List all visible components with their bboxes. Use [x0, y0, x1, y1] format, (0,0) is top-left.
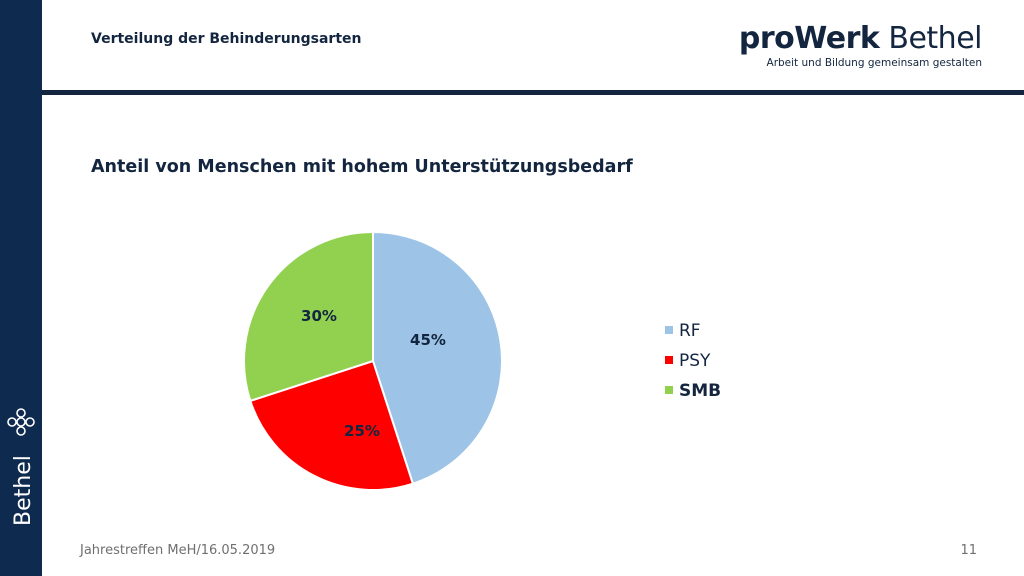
legend-label-smb: SMB	[679, 381, 721, 401]
page-number: 11	[960, 543, 977, 558]
legend-label-psy: PSY	[679, 351, 711, 371]
chart-title: Anteil von Menschen mit hohem Unterstütz…	[91, 157, 633, 177]
pie-slice-rf	[372, 230, 503, 485]
bethel-vertical-text: Bethel	[11, 455, 36, 526]
slide-header-title: Verteilung der Behinderungsarten	[91, 31, 362, 47]
legend-label-rf: RF	[679, 321, 701, 341]
legend-swatch-smb	[665, 386, 673, 394]
legend-swatch-rf	[665, 326, 673, 334]
data-label-rf: 45%	[410, 331, 446, 349]
footer-event-date: Jahrestreffen MeH/16.05.2019	[80, 543, 276, 558]
data-label-smb: 30%	[301, 307, 337, 325]
bethel-cross-icon	[7, 408, 35, 436]
brand-name: proWerk Bethel	[738, 21, 983, 56]
legend-swatch-psy	[665, 356, 673, 364]
pie-slice-psy	[249, 359, 415, 491]
data-label-psy: 25%	[344, 422, 380, 440]
brand-name-light: Bethel	[879, 21, 982, 56]
prowerk-brand-logo: proWerk Bethel Arbeit und Bildung gemein…	[738, 21, 983, 70]
brand-name-bold: proWerk	[738, 21, 880, 56]
brand-tagline: Arbeit und Bildung gemeinsam gestalten	[766, 57, 982, 69]
bethel-vertical-logo: Bethel	[0, 400, 42, 540]
left-sidebar-bar	[0, 0, 42, 576]
pie-slice-smb	[243, 230, 374, 403]
header-divider	[42, 90, 1024, 95]
